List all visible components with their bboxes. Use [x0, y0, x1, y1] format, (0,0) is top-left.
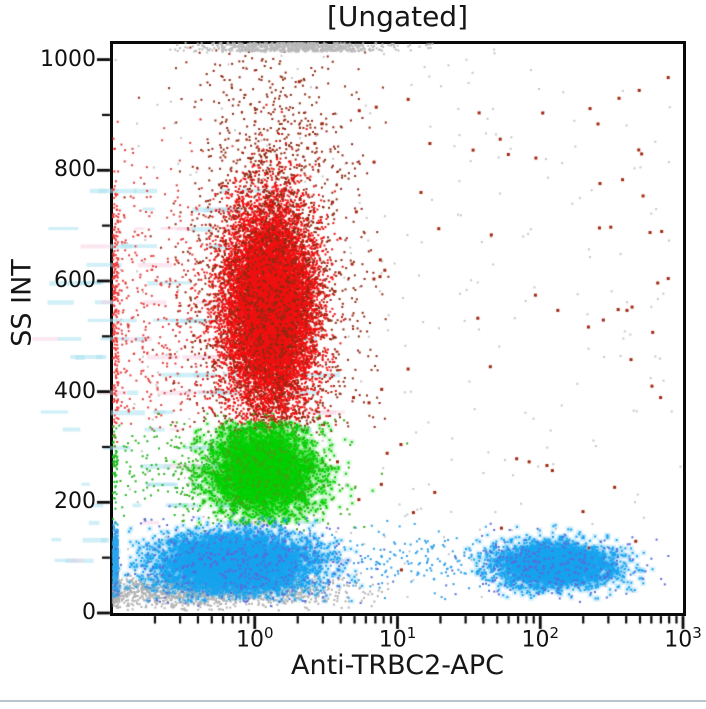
bottom-divider: [0, 700, 706, 702]
y-axis-label: SS INT: [6, 259, 38, 347]
x-axis-label: Anti-TRBC2-APC: [290, 650, 505, 681]
